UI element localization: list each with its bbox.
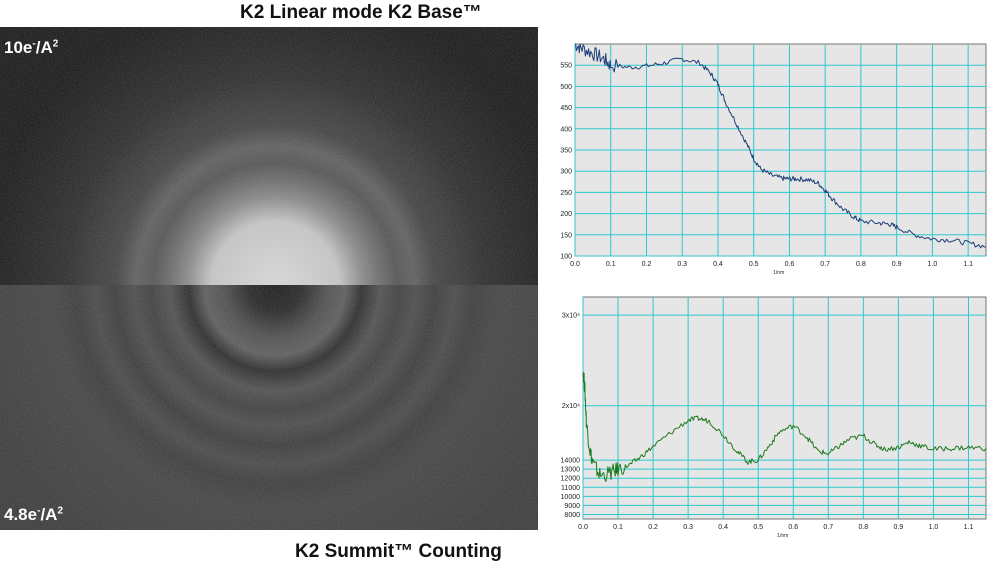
y-tick-label: 8000 (564, 512, 580, 519)
x-tick-label: 0.9 (892, 261, 902, 268)
y-tick-label: 100 (560, 254, 572, 261)
x-tick-label: 0.3 (677, 261, 687, 268)
y-tick-label: 11000 (561, 485, 580, 492)
x-tick-label: 0.8 (858, 524, 868, 531)
x-tick-label: 0.9 (894, 524, 904, 531)
y-tick-label: 14000 (561, 458, 581, 465)
figure-title-bottom: K2 Summit™ Counting (295, 541, 502, 562)
x-axis-label: 1/nm (777, 533, 788, 539)
y-tick-label: 250 (560, 190, 572, 197)
y-tick-label: 150 (560, 232, 572, 239)
x-tick-label: 0.5 (749, 261, 759, 268)
x-tick-label: 0.7 (823, 524, 833, 531)
x-tick-label: 1.1 (964, 524, 974, 531)
y-tick-label: 9000 (564, 503, 580, 510)
series-line (574, 43, 987, 249)
y-tick-label: 350 (560, 148, 572, 155)
chart-counting-mode: 0.0 0.1 0.2 0.3 0.4 0.5 0.6 0.7 0.8 0.9 1.0 1.1 8000… (561, 296, 987, 539)
x-tick-label: 0.4 (713, 261, 723, 268)
y-tick-label: 3x10⁴ (562, 313, 580, 320)
y-tick-label: 550 (560, 63, 572, 70)
x-tick-label: 0.6 (785, 261, 795, 268)
diffraction-image (0, 27, 538, 530)
x-tick-label: 0.1 (606, 261, 616, 268)
x-tick-label: 0.1 (613, 524, 623, 531)
x-axis-label: 1/nm (773, 270, 784, 276)
x-tick-label: 0.2 (642, 261, 652, 268)
y-tick-label: 12000 (561, 476, 581, 483)
x-tick-label: 0.0 (570, 261, 580, 268)
y-tick-label: 450 (560, 105, 572, 112)
x-tick-label: 0.3 (683, 524, 693, 531)
y-tick-label: 10000 (561, 494, 581, 501)
x-tick-label: 0.4 (718, 524, 728, 531)
y-tick-label: 2x10⁴ (562, 403, 580, 410)
dose-label-top: 10e-/A2 (4, 38, 59, 57)
x-tick-label: 0.6 (788, 524, 798, 531)
x-tick-label: 0.5 (753, 524, 763, 531)
x-tick-label: 1.0 (928, 261, 938, 268)
x-tick-label: 0.0 (578, 524, 588, 531)
plot-area (582, 296, 987, 520)
y-tick-label: 200 (560, 211, 572, 218)
y-tick-label: 300 (560, 169, 572, 176)
y-tick-label: 500 (560, 84, 572, 91)
dose-label-bottom: 4.8e-/A2 (4, 505, 63, 524)
y-tick-label: 13000 (561, 467, 581, 474)
x-tick-label: 0.7 (820, 261, 830, 268)
figure-title-top: K2 Linear mode K2 Base™ (240, 2, 482, 23)
chart-linear-mode: 0.0 0.1 0.2 0.3 0.4 0.5 0.6 0.7 0.8 0.9 1.0 1.1 100 1… (560, 43, 987, 276)
series-line (582, 371, 987, 482)
x-tick-label: 1.0 (929, 524, 939, 531)
x-tick-label: 0.2 (648, 524, 658, 531)
x-tick-label: 0.8 (856, 261, 866, 268)
y-tick-label: 400 (560, 126, 572, 133)
x-tick-label: 1.1 (963, 261, 973, 268)
